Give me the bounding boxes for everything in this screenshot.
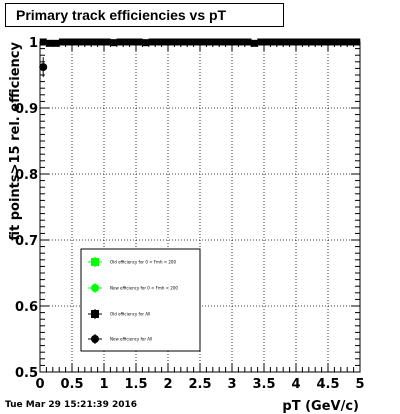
- data-point-square: [218, 38, 226, 46]
- y-tick-label: 0.6: [15, 300, 38, 315]
- data-point-square: [148, 38, 156, 46]
- data-point-square: [206, 38, 214, 46]
- data-point-square: [46, 39, 54, 47]
- data-point-square: [84, 38, 92, 46]
- y-tick-labels: 0.5 0.6 0.7 0.8 0.9 1: [15, 36, 38, 381]
- y-tick-label: 0.9: [15, 102, 38, 117]
- legend-marker-circle: [91, 335, 99, 343]
- legend: Old efficiency for 0 < Fmh < 200 New effi…: [80, 248, 201, 352]
- data-point-square: [289, 38, 297, 46]
- data-point-square: [257, 38, 265, 46]
- data-point-square: [78, 38, 86, 46]
- x-tick-label: 4.5: [316, 377, 339, 392]
- data-series: [39, 38, 361, 77]
- x-tick-label: 1.5: [124, 377, 147, 392]
- data-point-square: [276, 38, 284, 46]
- data-point-square: [295, 38, 303, 46]
- data-point-square: [142, 39, 150, 47]
- x-tick-label: 0: [35, 377, 44, 392]
- data-point-square: [154, 38, 162, 46]
- data-point-square: [39, 38, 47, 46]
- data-point-square: [193, 38, 201, 46]
- y-tick-label: 0.5: [15, 366, 38, 381]
- data-point-square: [238, 38, 246, 46]
- legend-marker-square: [91, 258, 99, 266]
- x-tick-label: 1: [99, 377, 108, 392]
- data-point-square: [65, 38, 73, 46]
- x-tick-labels: 0 0.5 1 1.5 2 2.5 3 3.5 4 4.5 5: [35, 377, 364, 392]
- data-point-square: [161, 38, 169, 46]
- data-point-square: [263, 38, 271, 46]
- data-point-square: [231, 38, 239, 46]
- data-point-square: [199, 38, 207, 46]
- data-point-square: [180, 38, 188, 46]
- data-point-square: [90, 38, 98, 46]
- data-point-square: [340, 38, 348, 46]
- data-point-square: [270, 38, 278, 46]
- y-tick-label: 1: [29, 36, 38, 51]
- legend-label: New efficiency for 0 < Fmh < 200: [110, 286, 178, 291]
- data-point-square: [71, 38, 79, 46]
- legend-marker-circle: [91, 284, 99, 292]
- data-point-circle: [39, 63, 48, 72]
- x-tick-label: 3.5: [252, 377, 275, 392]
- legend-label: New efficiency for All: [110, 337, 152, 342]
- data-point-square: [174, 38, 182, 46]
- timestamp: Tue Mar 29 15:21:39 2016: [5, 400, 138, 410]
- legend-box: [80, 248, 201, 352]
- data-point-square: [250, 39, 258, 47]
- data-point-square: [103, 38, 111, 46]
- legend-label: Old efficiency for All: [110, 312, 150, 317]
- x-tick-label: 3: [227, 377, 236, 392]
- data-point-square: [58, 38, 66, 46]
- data-point-square: [186, 38, 194, 46]
- data-point-square: [302, 38, 310, 46]
- y-tick-label: 0.8: [15, 168, 38, 183]
- axis-ticks: [39, 41, 361, 373]
- data-point-square: [225, 38, 233, 46]
- data-point-square: [321, 38, 329, 46]
- data-point-square: [116, 38, 124, 46]
- data-point-square: [308, 38, 316, 46]
- data-point-square: [52, 39, 60, 47]
- data-point-square: [97, 38, 105, 46]
- y-axis-label: fit points>15 rel. efficiency: [8, 41, 23, 240]
- x-tick-label: 2: [163, 377, 172, 392]
- legend-label: Old efficiency for 0 < Fmh < 200: [110, 260, 176, 265]
- x-tick-label: 5: [355, 377, 364, 392]
- data-point-square: [129, 38, 137, 46]
- data-point-square: [167, 38, 175, 46]
- data-point-square: [353, 38, 361, 46]
- y-tick-label: 0.7: [15, 234, 38, 249]
- data-point-square: [122, 38, 130, 46]
- data-point-square: [346, 38, 354, 46]
- data-point-square: [212, 38, 220, 46]
- chart-title: Primary track efficiencies vs pT: [5, 3, 284, 27]
- x-axis-label: pT (GeV/c): [282, 399, 359, 414]
- data-point-square: [282, 38, 290, 46]
- data-point-square: [327, 38, 335, 46]
- data-point-square: [244, 38, 252, 46]
- data-point-square: [110, 39, 118, 47]
- data-point-square: [334, 38, 342, 46]
- legend-marker-square: [91, 310, 99, 318]
- x-tick-label: 0.5: [60, 377, 83, 392]
- data-point-square: [135, 38, 143, 46]
- x-tick-label: 2.5: [188, 377, 211, 392]
- x-tick-label: 4: [291, 377, 300, 392]
- data-point-square: [314, 38, 322, 46]
